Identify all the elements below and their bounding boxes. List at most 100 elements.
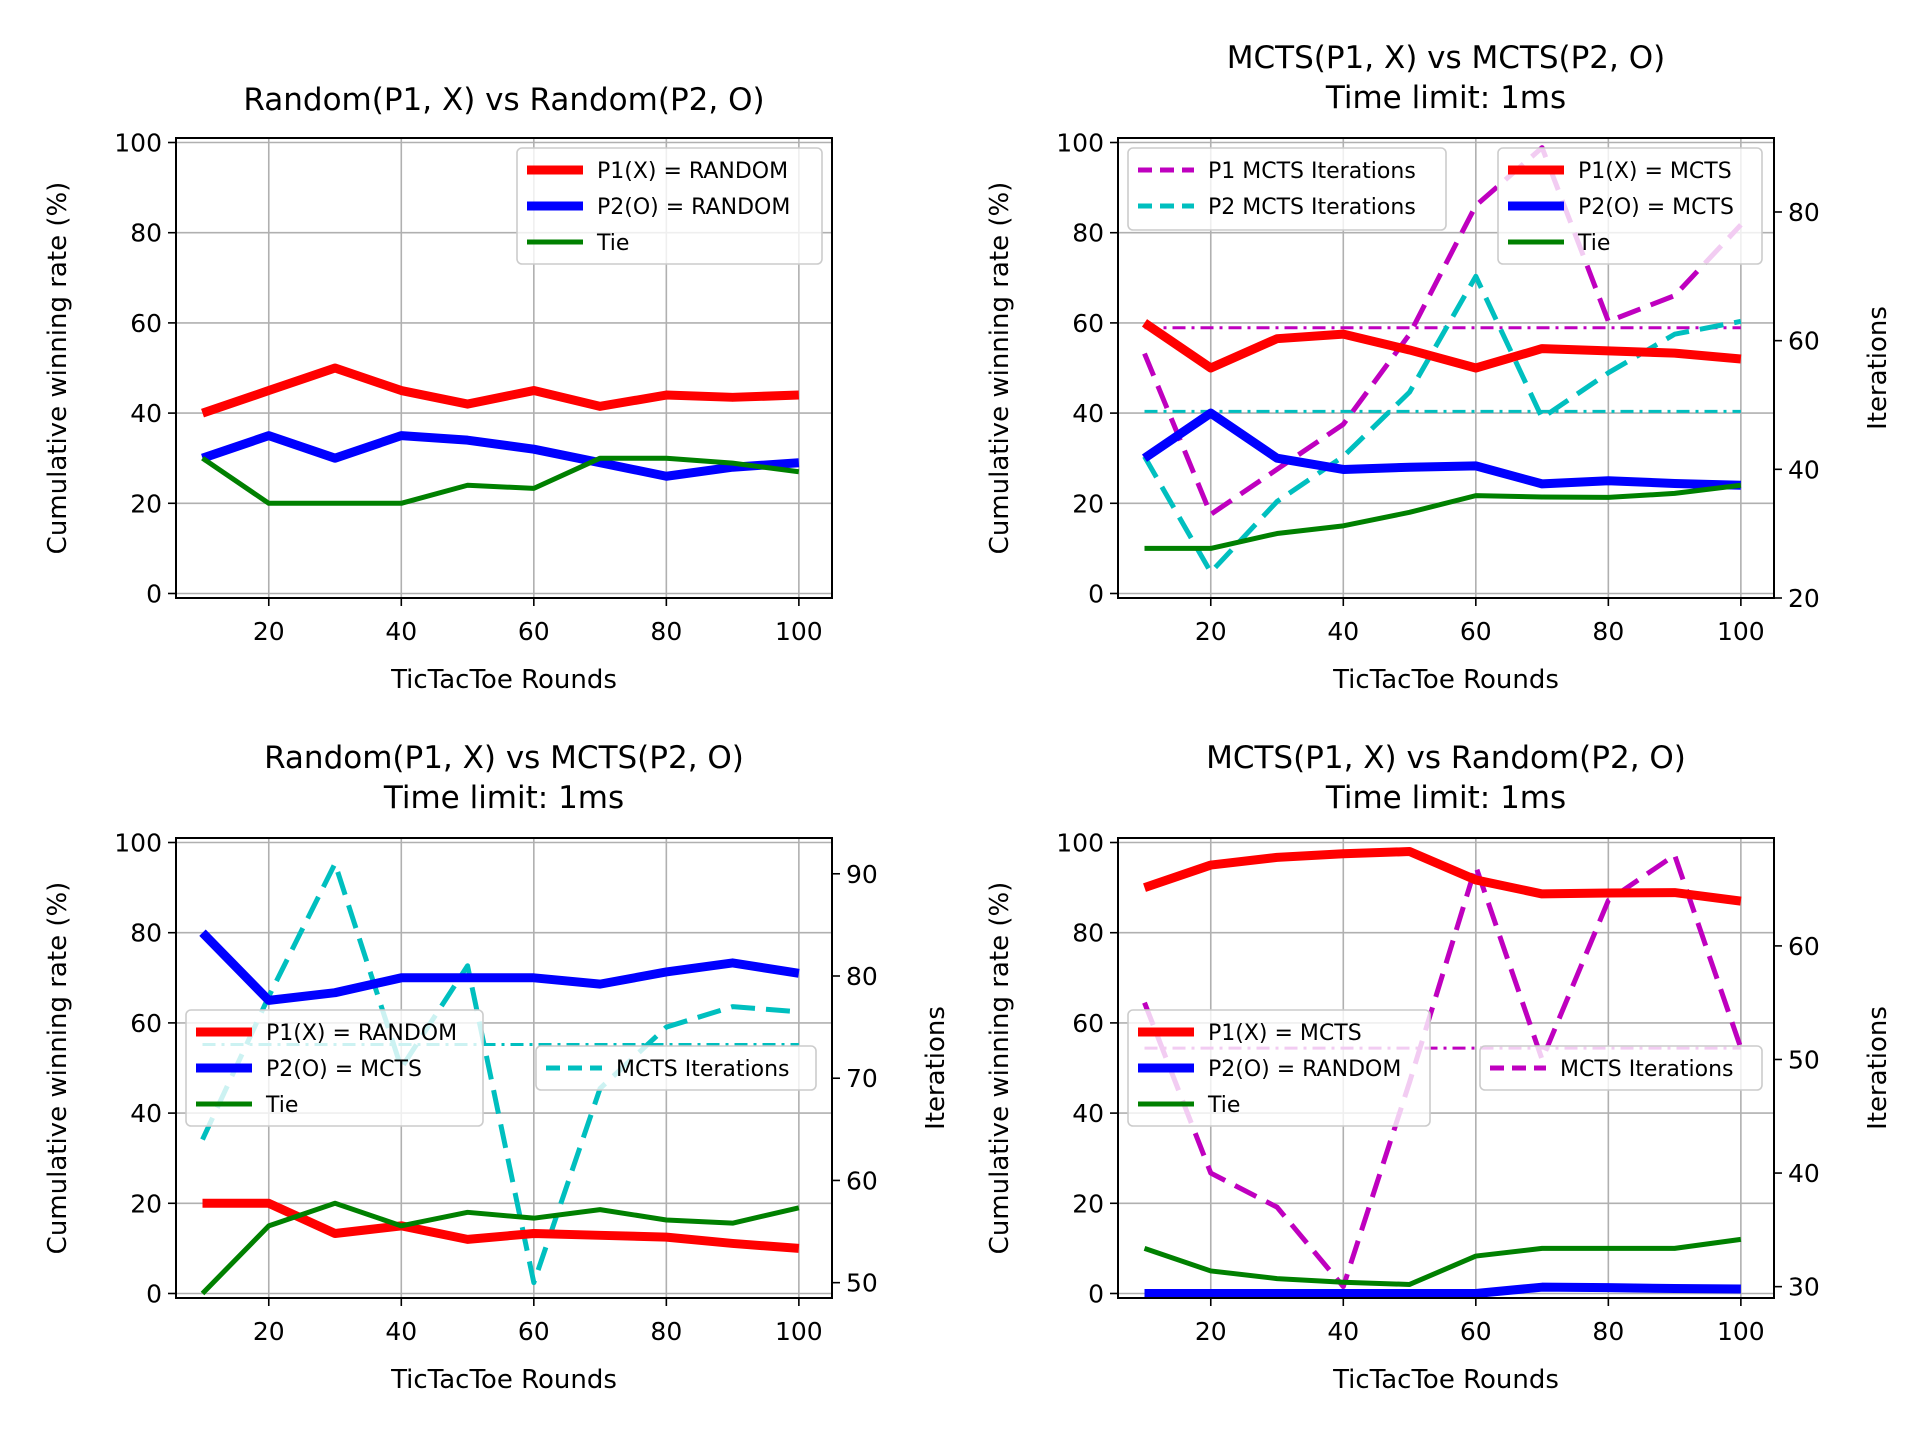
legend: P1(X) = RANDOM P2(O) = MCTS Tie bbox=[185, 1009, 484, 1127]
x-tick-label: 100 bbox=[1717, 1317, 1765, 1346]
y-tick-label: 100 bbox=[114, 129, 162, 158]
x-axis-label: TicTacToe Rounds bbox=[390, 665, 617, 695]
x-tick-label: 80 bbox=[650, 617, 682, 646]
y2-tick-label: 40 bbox=[1788, 1159, 1820, 1188]
legend-label: Tie bbox=[265, 1093, 298, 1118]
y2-tick-label: 50 bbox=[1788, 1045, 1820, 1074]
legend-box bbox=[185, 1009, 484, 1127]
x-tick-label: 20 bbox=[253, 1317, 285, 1346]
legend-box bbox=[516, 147, 823, 265]
y-tick-label: 40 bbox=[1072, 1099, 1104, 1128]
series-line-1 bbox=[202, 1198, 800, 1253]
x-tick-label: 60 bbox=[1460, 1317, 1492, 1346]
legend: P1(X) = MCTS P2(O) = RANDOM Tie bbox=[1127, 1009, 1431, 1127]
chart-panel-2: MCTS(P1, X) vs MCTS(P2, O) Time limit: 1m… bbox=[985, 40, 1893, 695]
legend: P1(X) = MCTS P2(O) = MCTS Tie bbox=[1497, 147, 1763, 265]
chart-panel-3: Random(P1, X) vs MCTS(P2, O) Time limit: … bbox=[43, 740, 951, 1395]
y-tick-label: 100 bbox=[1056, 829, 1104, 858]
legend-label: P1 MCTS Iterations bbox=[1208, 159, 1416, 184]
chart-title-line: Time limit: 1ms bbox=[1325, 780, 1566, 816]
y2-tick-label: 80 bbox=[1788, 198, 1820, 227]
series-line-1 bbox=[1141, 319, 1742, 373]
y-tick-label: 40 bbox=[1072, 399, 1104, 428]
x-tick-label: 100 bbox=[775, 617, 823, 646]
axes-frame bbox=[175, 837, 833, 1299]
series-line-2 bbox=[1141, 408, 1741, 490]
y-tick-label: 20 bbox=[130, 1189, 162, 1218]
series-line-3 bbox=[1143, 1236, 1742, 1287]
y2-tick-label: 80 bbox=[846, 962, 878, 991]
plot-data bbox=[201, 363, 800, 506]
y-tick-label: 80 bbox=[1072, 919, 1104, 948]
chart-panel-1: Random(P1, X) vs Random(P2, O) 20 40 60 80 10… bbox=[43, 82, 833, 695]
y-tick-label: 0 bbox=[1088, 1279, 1104, 1308]
legend-box bbox=[535, 1045, 817, 1091]
y2-tick-label: 20 bbox=[1788, 584, 1820, 613]
y-tick-label: 0 bbox=[146, 579, 162, 608]
y2-tick-label: 40 bbox=[1788, 455, 1820, 484]
x-tick-label: 40 bbox=[385, 617, 417, 646]
legend-box bbox=[1127, 1009, 1431, 1127]
y-tick-label: 20 bbox=[130, 489, 162, 518]
y-tick-label: 60 bbox=[1072, 309, 1104, 338]
y2-axis-label: Iterations bbox=[921, 1006, 951, 1130]
y-tick-label: 20 bbox=[1072, 1189, 1104, 1218]
y-axis-label: Cumulative winning rate (%) bbox=[43, 182, 73, 555]
x-tick-label: 20 bbox=[253, 617, 285, 646]
legend-box bbox=[1497, 147, 1763, 265]
series-line-3 bbox=[1144, 482, 1742, 551]
legend-label: P2 MCTS Iterations bbox=[1208, 195, 1416, 220]
y2-tick-label: 70 bbox=[846, 1064, 878, 1093]
y2-tick-label: 60 bbox=[846, 1166, 878, 1195]
y2-tick-label: 30 bbox=[1788, 1273, 1820, 1302]
axes-frame bbox=[1117, 137, 1775, 599]
y-tick-label: 20 bbox=[1072, 489, 1104, 518]
legend-label: Tie bbox=[1577, 231, 1610, 256]
series-line-2 bbox=[1144, 1282, 1741, 1298]
y-tick-label: 80 bbox=[130, 919, 162, 948]
legend-label: P1(X) = MCTS bbox=[1578, 159, 1732, 184]
y2-tick-label: 50 bbox=[846, 1269, 878, 1298]
legend-label: P2(O) = MCTS bbox=[266, 1057, 422, 1082]
x-tick-label: 80 bbox=[650, 1317, 682, 1346]
y-tick-label: 100 bbox=[1056, 129, 1104, 158]
y2-axis-label: Iterations bbox=[1863, 1006, 1893, 1130]
axes-frame bbox=[175, 137, 833, 599]
y-tick-label: 100 bbox=[114, 829, 162, 858]
legend-label: MCTS Iterations bbox=[616, 1057, 790, 1082]
x-tick-label: 40 bbox=[1327, 1317, 1359, 1346]
y-tick-label: 60 bbox=[1072, 1009, 1104, 1038]
y-tick-label: 60 bbox=[130, 1009, 162, 1038]
y-tick-label: 80 bbox=[1072, 219, 1104, 248]
legend: P1(X) = RANDOM P2(O) = RANDOM Tie bbox=[516, 147, 823, 265]
y2-axis-label: Iterations bbox=[1863, 306, 1893, 430]
x-tick-label: 20 bbox=[1195, 617, 1227, 646]
y-axis-label: Cumulative winning rate (%) bbox=[985, 182, 1015, 555]
y2-tick-label: 90 bbox=[846, 860, 878, 889]
chart-title-line: Time limit: 1ms bbox=[383, 780, 624, 816]
chart-panel-4: MCTS(P1, X) vs Random(P2, O) Time limit: … bbox=[985, 740, 1893, 1395]
legend-label: Tie bbox=[1207, 1093, 1240, 1118]
series-line-2 bbox=[201, 431, 800, 481]
legend-label: P1(X) = RANDOM bbox=[266, 1021, 457, 1046]
legend-label: P1(X) = RANDOM bbox=[597, 159, 788, 184]
y-tick-label: 0 bbox=[146, 1279, 162, 1308]
y-tick-label: 40 bbox=[130, 1099, 162, 1128]
chart-title-line: Random(P1, X) vs Random(P2, O) bbox=[243, 82, 764, 118]
x-tick-label: 60 bbox=[518, 1317, 550, 1346]
series-line-1 bbox=[1143, 847, 1742, 906]
series-line-1 bbox=[201, 363, 800, 418]
chart-title-line: MCTS(P1, X) vs MCTS(P2, O) bbox=[1227, 40, 1665, 76]
series-line-iterations bbox=[1142, 145, 1743, 517]
legend-label: P2(O) = RANDOM bbox=[597, 195, 790, 220]
series-line-3 bbox=[201, 455, 800, 506]
x-tick-label: 80 bbox=[1592, 617, 1624, 646]
chart-title-line: Random(P1, X) vs MCTS(P2, O) bbox=[264, 740, 744, 776]
y-tick-label: 60 bbox=[130, 309, 162, 338]
axes-frame bbox=[1117, 837, 1775, 1299]
chart-title-line: MCTS(P1, X) vs Random(P2, O) bbox=[1206, 740, 1686, 776]
x-tick-label: 60 bbox=[518, 617, 550, 646]
x-axis-label: TicTacToe Rounds bbox=[1332, 1365, 1559, 1395]
legend: MCTS Iterations bbox=[1479, 1045, 1763, 1091]
